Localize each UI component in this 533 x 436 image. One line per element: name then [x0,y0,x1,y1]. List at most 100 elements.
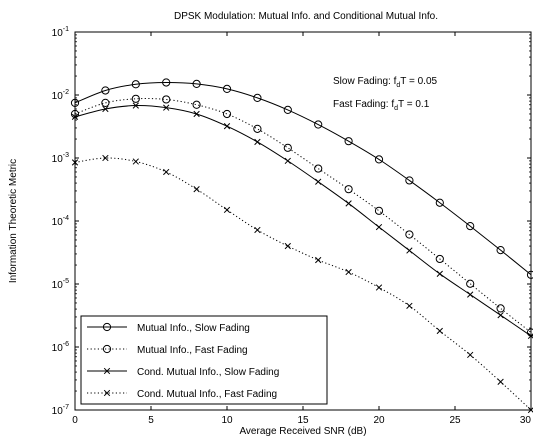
legend-marker [103,389,111,397]
annotation: Fast Fading: fdT = 0.1 [333,99,430,112]
legend-label: Cond. Mutual Info., Fast Fading [137,389,277,400]
x-tick-label: 20 [373,415,385,426]
series-layer [70,78,533,414]
data-point [375,284,383,291]
data-point [222,109,232,119]
legend-entry: Mutual Info., Slow Fading [87,322,250,334]
x-tick-label: 0 [72,415,78,426]
data-point [405,176,414,185]
y-tick-label: 10-4 [52,215,69,228]
data-point [497,312,504,319]
data-point [497,378,504,385]
ticks-layer: 0 5 10 15 20 25 30 10-7 10-6 10-5 10-4 10-3 10-2 10-1 [52,26,532,426]
data-point [192,79,201,89]
data-point [283,143,292,152]
data-point [223,206,231,214]
chart-title: DPSK Modulation: Mutual Info. and Condit… [174,11,438,22]
legend-box [80,315,328,405]
series-3 [71,102,533,340]
y-tick-label: 10-7 [52,404,69,417]
series-line-1 [74,81,532,276]
data-point [254,138,261,146]
data-point [162,78,171,87]
data-point [315,256,322,264]
data-point [436,327,443,335]
legend-label: Mutual Info., Slow Fading [137,323,250,334]
data-point [435,198,444,207]
legend-entry: Mutual Info., Fast Fading [87,344,248,356]
data-point [345,268,352,276]
data-point [374,155,384,164]
x-tick-label: 10 [221,415,233,426]
data-point [193,110,200,118]
legend-marker [102,322,112,332]
data-point [101,86,110,95]
x-axis-label: Average Received SNR (dB) [239,426,366,436]
data-point [467,351,474,359]
data-point [131,80,140,89]
legend-marker [103,367,111,375]
data-point [345,200,352,207]
data-point [406,247,413,254]
series-2 [70,94,533,337]
x-tick-label: 30 [520,415,532,426]
y-tick-label: 10-6 [52,341,69,354]
y-tick-label: 10-5 [52,278,69,291]
data-point [344,137,353,146]
data-point [496,304,505,313]
data-point [223,123,231,130]
y-tick-label: 10-1 [52,26,69,39]
y-tick-label: 10-3 [52,152,69,165]
data-point [526,270,533,279]
data-point [102,105,109,113]
data-point [101,98,110,107]
data-point [253,124,262,133]
data-point [436,270,443,277]
data-point [496,246,505,255]
series-1 [70,78,533,279]
x-tick-label: 15 [297,415,309,426]
data-point [162,95,171,104]
annotation: Slow Fading: fdT = 0.05 [333,76,438,89]
data-point [254,226,261,234]
data-point [466,279,475,288]
data-point [374,206,384,215]
legend: Mutual Info., Slow Fading Mutual Info., F… [80,315,328,405]
series-4 [71,154,533,414]
data-point [314,120,323,129]
legend-label: Mutual Info., Fast Fading [137,345,248,356]
data-point [193,186,200,193]
series-line-3 [74,105,532,337]
data-point [131,94,140,103]
legend-marker [102,344,112,354]
data-point [405,230,414,239]
data-point [132,158,139,165]
data-point [132,102,139,109]
data-point [222,84,232,93]
data-point [315,178,322,185]
legend-label: Cond. Mutual Info., Slow Fading [137,367,279,378]
legend-entry: Cond. Mutual Info., Slow Fading [87,367,279,378]
data-point [344,185,353,194]
data-point [283,105,292,115]
x-tick-label: 25 [449,415,461,426]
data-point [284,157,291,165]
data-point [375,223,383,231]
series-line-4 [74,157,532,411]
data-point [253,93,262,102]
data-point [314,164,323,173]
legend-entry: Cond. Mutual Info., Fast Fading [87,389,277,400]
x-tick-label: 5 [148,415,154,426]
data-point [284,242,291,250]
annotation-layer: Slow Fading: fdT = 0.05 Fast Fading: fdT … [333,76,438,112]
data-point [163,104,170,111]
y-tick-label: 10-2 [52,89,69,102]
data-point [163,168,170,176]
data-point [435,254,444,264]
data-point [70,98,80,107]
data-point [102,154,109,162]
data-point [71,159,79,166]
data-point [406,302,413,310]
data-point [192,100,201,109]
data-point [70,109,80,119]
